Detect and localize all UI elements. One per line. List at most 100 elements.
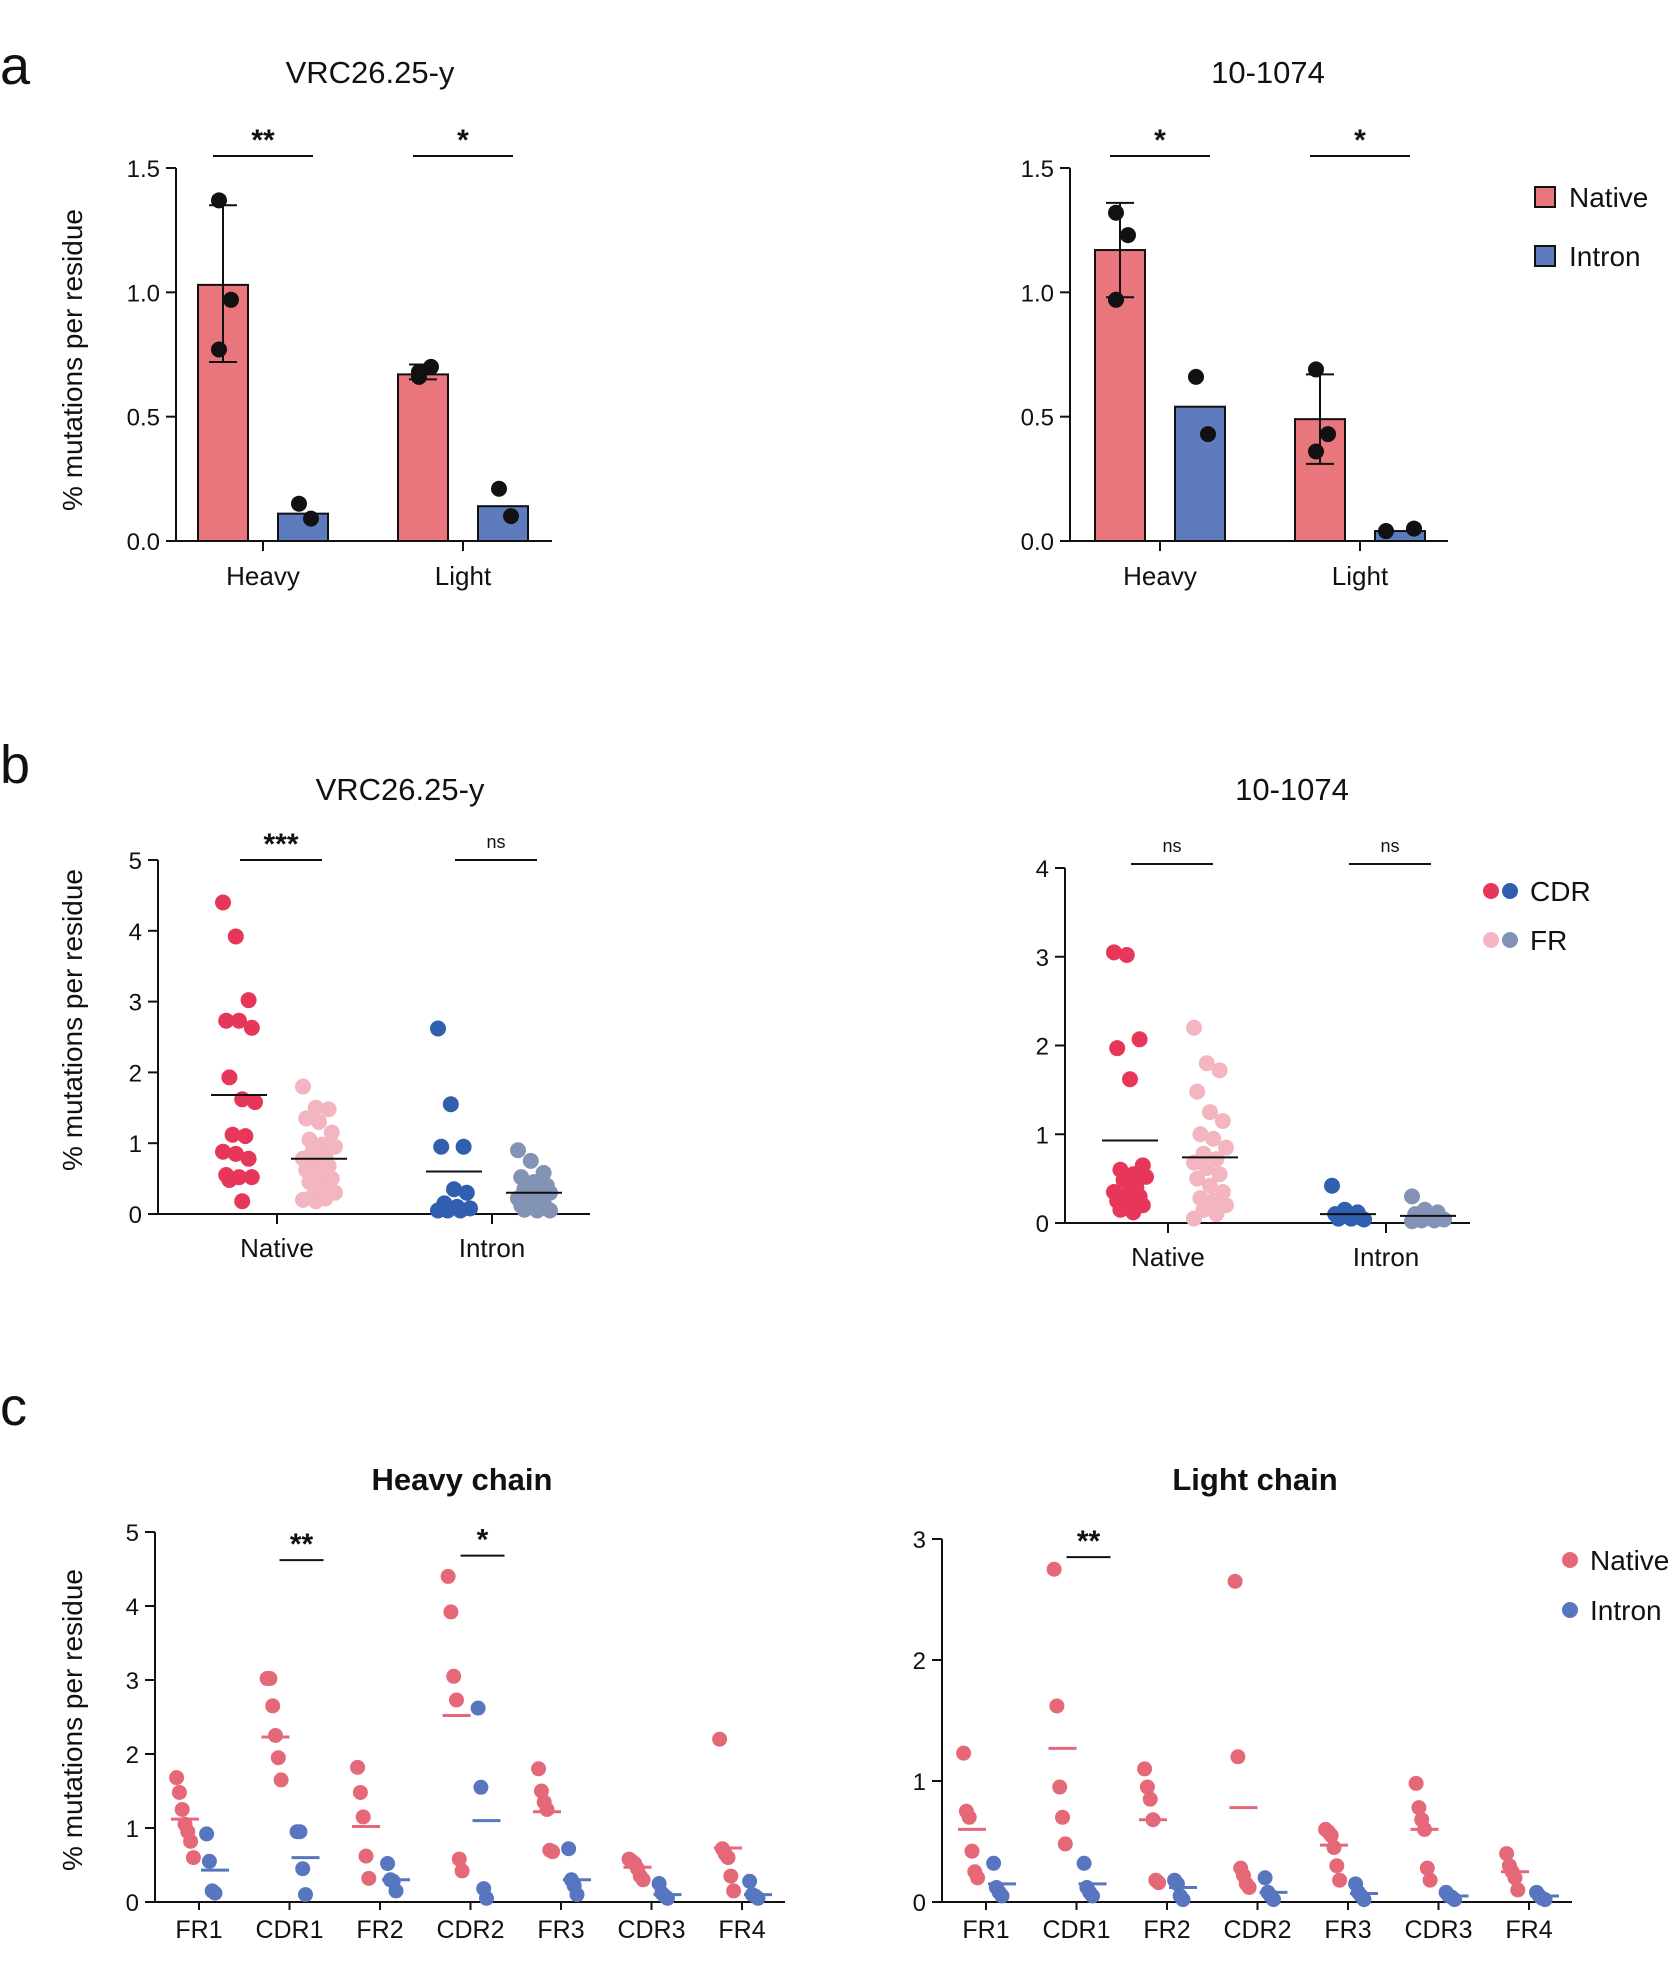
chart-c1-point-intron — [295, 1861, 311, 1877]
chart-b1-point-native-fr — [327, 1138, 343, 1155]
chart-c1-point-intron — [470, 1700, 486, 1716]
chart-c1-point-native — [270, 1750, 286, 1766]
chart-b2-point-native-cdr — [1138, 1168, 1154, 1185]
chart-a2-point — [1120, 227, 1136, 244]
chart-c2-point-native — [1510, 1882, 1526, 1898]
chart-a2-sig-label: * — [1154, 124, 1166, 157]
chart-b1-point-native-fr — [295, 1078, 311, 1095]
chart-b1-point-native-cdr — [231, 1012, 247, 1029]
chart-c2: 0 1 2 3 FR1 CDR1 FR2 CDR2 FR3 CDR3 FR4 ** — [913, 1525, 1572, 1944]
chart-c2-point-native — [1499, 1846, 1515, 1862]
chart-b2-point-native-fr — [1218, 1139, 1234, 1156]
chart-c1-x-tick-label: FR3 — [537, 1916, 584, 1944]
chart-c2-point-native — [1151, 1875, 1167, 1891]
chart-c1-point-intron — [388, 1883, 404, 1899]
chart-c1-point-native — [183, 1833, 199, 1849]
chart-c1-point-intron — [207, 1885, 223, 1901]
chart-b1-point-native-fr — [298, 1162, 315, 1179]
chart-c2-x-tick-label: FR3 — [1324, 1916, 1371, 1944]
chart-c1-point-native — [273, 1772, 289, 1788]
chart-b2-point-native-fr — [1192, 1126, 1209, 1143]
chart-c1-point-native — [539, 1802, 555, 1817]
chart-c1-y-tick-label: 0 — [126, 1890, 139, 1917]
chart-c2-point-native — [1139, 1779, 1155, 1795]
chart-b1-point-intron-cdr — [433, 1138, 450, 1155]
chart-b2-point-native-fr — [1202, 1104, 1218, 1121]
chart-c1-point-native — [355, 1809, 371, 1825]
y-axis-label-a: % mutations per residue — [57, 209, 88, 511]
chart-b2-point-native-fr — [1208, 1206, 1225, 1223]
chart-c1-point-native — [635, 1872, 651, 1888]
chart-a1: 0.0 0.5 1.0 1.5 Heavy ** Light * — [127, 124, 552, 591]
chart-b1-point-native-fr — [307, 1099, 324, 1116]
chart-c1-sig-label: ** — [290, 1528, 314, 1561]
chart-b1-point-native-cdr — [234, 1193, 251, 1210]
chart-b2-point-native-fr — [1189, 1083, 1206, 1100]
chart-c2-point-native — [1046, 1561, 1062, 1577]
chart-c1-point-native — [350, 1759, 366, 1775]
chart-c1-point-intron — [380, 1856, 396, 1872]
chart-c2-point-native — [961, 1809, 977, 1825]
chart-b2-point-native-cdr — [1122, 1071, 1138, 1088]
chart-c1-point-intron — [569, 1887, 585, 1903]
chart-b1-point-native-fr — [301, 1174, 318, 1191]
chart-b1-point-native-cdr — [240, 1150, 257, 1167]
chart-a2-sig-label: * — [1354, 124, 1366, 157]
legend-dot-fr-intron — [1502, 932, 1518, 948]
chart-c2-point-native — [1332, 1872, 1348, 1888]
chart-a1-x-tick-label: Heavy — [226, 561, 300, 591]
chart-c1-point-native — [712, 1731, 728, 1747]
chart-c1-point-native — [531, 1761, 547, 1777]
chart-c2-y-tick-label: 3 — [913, 1527, 926, 1554]
chart-c1-point-intron — [298, 1887, 313, 1903]
legend-dot-cdr-native — [1483, 883, 1499, 899]
chart-b1-y-tick-label: 4 — [129, 919, 142, 946]
chart-b2-point-intron-cdr — [1324, 1177, 1340, 1194]
chart-c1-x-tick-label: CDR3 — [617, 1916, 685, 1944]
chart-c1-point-native — [174, 1802, 190, 1817]
chart-b2-point-native-fr — [1186, 1019, 1202, 1036]
chart-b1-y-tick-label: 5 — [129, 848, 142, 875]
chart-a1-point — [211, 341, 227, 358]
chart-b2-y-tick-label: 3 — [1036, 945, 1049, 972]
chart-c1-point-intron — [742, 1873, 758, 1889]
chart-c2-point-native — [964, 1843, 980, 1859]
chart-title-b2: 10-1074 — [1235, 772, 1349, 807]
chart-b1-point-intron-cdr — [452, 1202, 469, 1219]
chart-c2-point-intron — [1447, 1892, 1462, 1908]
chart-a2-point — [1108, 291, 1124, 308]
chart-c1-point-intron — [561, 1841, 577, 1857]
chart-c1-point-native — [169, 1770, 185, 1786]
chart-a1-bar-intron — [277, 512, 329, 542]
y-axis-label-c: % mutations per residue — [57, 1569, 88, 1871]
chart-a2-point — [1308, 443, 1324, 460]
chart-c2-point-intron — [1356, 1892, 1372, 1908]
chart-c1-y-tick-label: 1 — [126, 1816, 139, 1843]
chart-b1-point-intron-fr — [510, 1142, 526, 1159]
chart-c1-point-native — [185, 1850, 201, 1866]
chart-b1-point-native-cdr — [227, 928, 244, 945]
chart-title-c1: Heavy chain — [372, 1462, 553, 1497]
chart-c1-point-native — [723, 1868, 739, 1884]
chart-a1-point — [423, 358, 439, 375]
chart-b1-point-intron-cdr — [446, 1181, 462, 1198]
chart-b2-point-intron-fr — [1404, 1188, 1420, 1205]
chart-b1-point-native-fr — [295, 1191, 311, 1208]
chart-b2-point-native-cdr — [1118, 946, 1135, 963]
chart-b2-point-native-fr — [1202, 1177, 1218, 1194]
chart-b2-y-tick-label: 4 — [1036, 856, 1049, 883]
chart-b1-point-native-cdr — [237, 1128, 254, 1145]
chart-c1-point-native — [361, 1870, 377, 1886]
chart-c1-point-intron — [750, 1890, 766, 1906]
legend-a: Native Intron — [1534, 182, 1648, 272]
panel-label-c: c — [0, 1377, 27, 1437]
chart-b2-y-tick-label: 0 — [1036, 1211, 1049, 1238]
chart-c2-point-native — [1507, 1870, 1523, 1886]
chart-b2-point-native-cdr — [1125, 1204, 1142, 1221]
chart-c2-point-native — [1241, 1879, 1257, 1895]
chart-b1-point-native-fr — [298, 1110, 315, 1127]
chart-b1-point-native-fr — [320, 1101, 337, 1118]
chart-b2-point-native-cdr — [1131, 1031, 1148, 1048]
chart-a1-point — [303, 510, 319, 527]
